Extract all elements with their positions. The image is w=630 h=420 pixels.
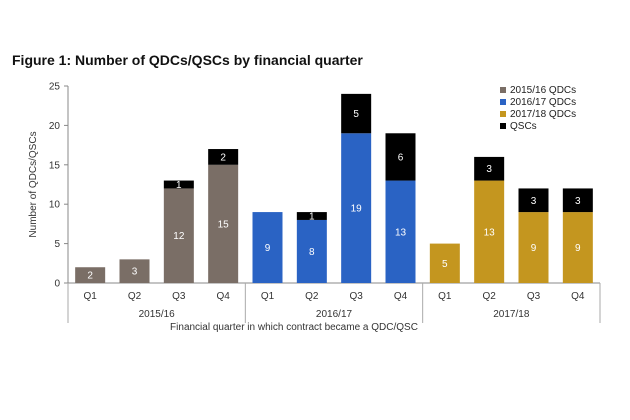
bar-segment	[208, 149, 239, 165]
bar-segment	[474, 156, 505, 181]
bar-segment	[518, 188, 549, 213]
y-tick-label: 5	[54, 239, 60, 250]
bar-segment	[562, 212, 593, 283]
data-label: 1	[309, 212, 315, 223]
data-label: 13	[484, 227, 496, 238]
x-tick-label: Q3	[527, 291, 541, 302]
y-tick-label: 25	[49, 82, 61, 93]
data-label: 3	[531, 196, 537, 207]
y-tick-label: 0	[54, 279, 60, 290]
bar-segment	[562, 188, 593, 213]
legend-swatch	[500, 111, 506, 117]
legend-label: 2015/16 QDCs	[510, 85, 576, 96]
x-tick-label: Q1	[83, 291, 97, 302]
bar-segment	[341, 93, 372, 134]
bar-segment	[296, 212, 327, 220]
y-tick-label: 15	[49, 160, 61, 171]
data-label: 19	[351, 204, 363, 215]
data-label: 3	[575, 196, 581, 207]
y-tick-label: 20	[49, 121, 61, 132]
data-label: 9	[265, 243, 271, 254]
y-tick-label: 10	[49, 200, 61, 211]
bar-segment	[429, 243, 460, 283]
bar-segment	[474, 180, 505, 283]
data-label: 2	[87, 271, 93, 282]
bars	[75, 93, 593, 283]
data-label: 3	[132, 267, 138, 278]
x-tick-label: Q2	[305, 291, 319, 302]
x-group-label: 2015/16	[139, 309, 176, 320]
data-label: 9	[575, 243, 581, 254]
x-tick-label: Q2	[128, 291, 142, 302]
bar-segment	[252, 212, 283, 283]
data-label: 9	[531, 243, 537, 254]
x-tick-label: Q3	[349, 291, 363, 302]
data-label: 1	[176, 180, 182, 191]
x-tick-label: Q4	[571, 291, 585, 302]
x-axis-label: Financial quarter in which contract beca…	[170, 322, 418, 333]
x-group-label: 2016/17	[316, 309, 353, 320]
x-group-label: 2017/18	[493, 309, 530, 320]
data-label: 3	[486, 164, 492, 175]
legend-swatch	[500, 99, 506, 105]
data-label: 12	[173, 231, 185, 242]
bar-segment	[341, 133, 372, 283]
y-axis-label: Number of QDCs/QSCs	[28, 131, 39, 237]
x-tick-label: Q4	[394, 291, 408, 302]
x-tick-label: Q4	[216, 291, 230, 302]
data-label: 15	[218, 219, 230, 230]
legend-label: 2016/17 QDCs	[510, 97, 576, 108]
bar-segment	[119, 259, 150, 283]
legend-label: 2017/18 QDCs	[510, 109, 576, 120]
chart-title: Figure 1: Number of QDCs/QSCs by financi…	[12, 52, 363, 68]
data-label: 5	[353, 109, 359, 120]
bar-segment	[75, 267, 106, 283]
bar-segment	[208, 164, 239, 283]
data-label: 6	[398, 152, 404, 163]
bar-segment	[296, 219, 327, 283]
data-label: 2	[220, 152, 226, 163]
legend-swatch	[500, 87, 506, 93]
data-label: 8	[309, 247, 315, 258]
bar-segment	[385, 133, 416, 181]
x-tick-label: Q1	[438, 291, 452, 302]
legend-label: QSCs	[510, 121, 537, 132]
x-tick-label: Q1	[261, 291, 275, 302]
data-label: 5	[442, 259, 448, 270]
bar-segment	[163, 180, 194, 189]
x-tick-label: Q3	[172, 291, 186, 302]
bar-segment	[385, 180, 416, 283]
x-tick-label: Q2	[482, 291, 496, 302]
bar-segment	[518, 212, 549, 283]
legend-swatch	[500, 123, 506, 129]
bar-segment	[163, 188, 194, 283]
data-label: 13	[395, 227, 407, 238]
